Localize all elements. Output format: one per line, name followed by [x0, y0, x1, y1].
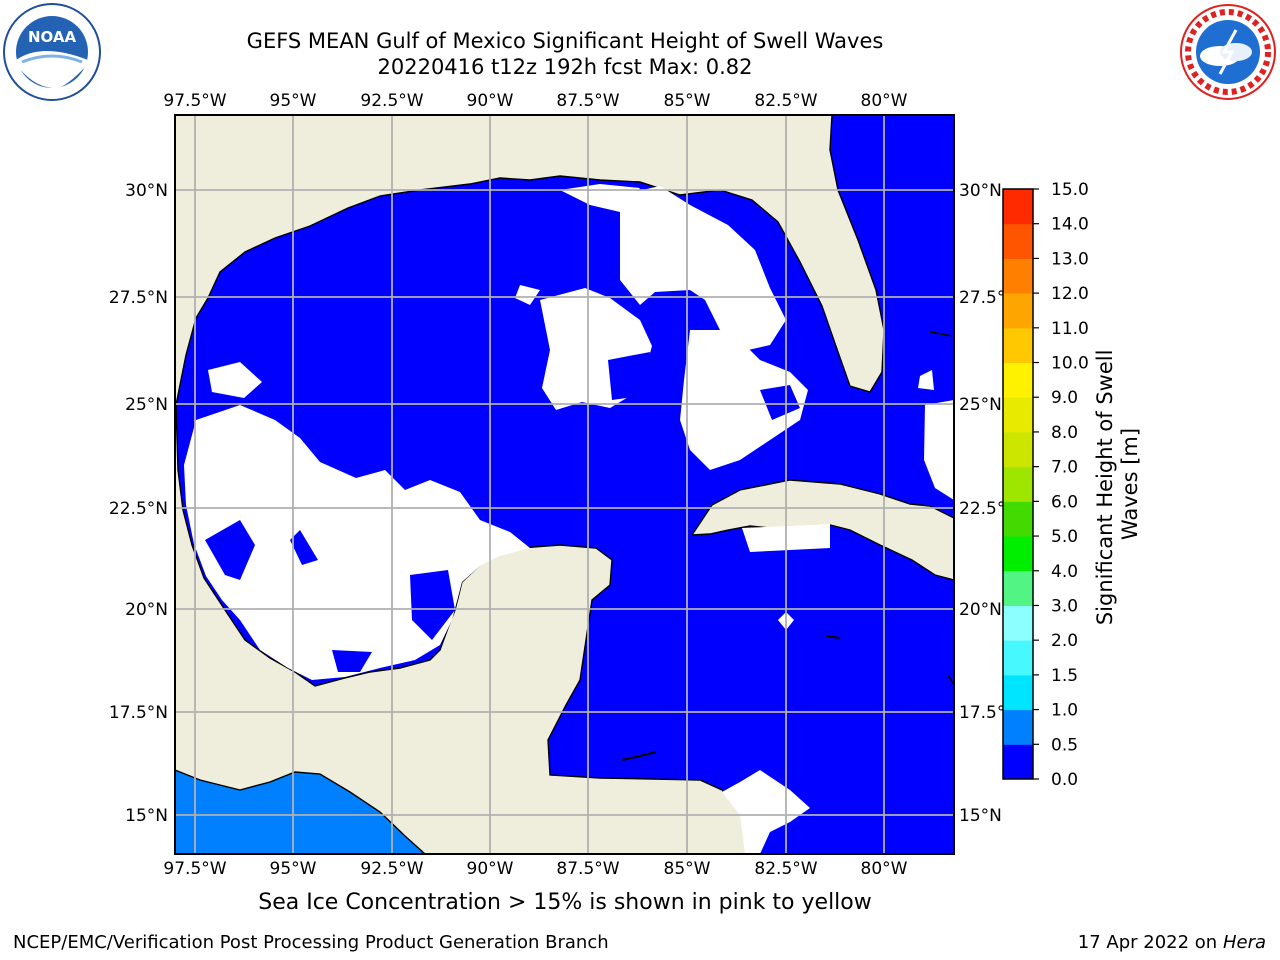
colorbar-tick-label: 5.0: [1051, 527, 1078, 547]
sea-ice-note: Sea Ice Concentration > 15% is shown in …: [258, 890, 872, 915]
colorbar-segment: [1003, 536, 1033, 572]
colorbar-segment: [1003, 189, 1033, 225]
colorbar-tick-label: 0.0: [1051, 770, 1078, 790]
lat-label-left: 27.5°N: [109, 288, 168, 308]
map-plot-area: [175, 115, 954, 854]
lat-label-left: 15°N: [125, 806, 168, 826]
lat-label-left: 25°N: [125, 395, 168, 415]
chart-subtitle: 20220416 t12z 192h fcst Max: 0.82: [377, 55, 753, 79]
map-frame: [174, 114, 955, 855]
lon-label-bottom: 85°W: [664, 859, 711, 879]
colorbar-tick-label: 3.0: [1051, 596, 1078, 616]
run-date: 17 Apr 2022 on Hera: [1078, 932, 1266, 953]
colorbar-label-line2: Waves [m]: [1118, 428, 1142, 540]
colorbar-ticks: 15.0 14.0 13.0 12.0 11.0 10.0 9.0 8.0 7.0 6.0 5.0 4…: [1033, 180, 1089, 790]
colorbar-segment: [1003, 570, 1033, 606]
colorbar-segment: [1003, 293, 1033, 329]
lat-label-right: 30°N: [959, 181, 1002, 201]
colorbar-segment: [1003, 431, 1033, 468]
lat-label-left: 30°N: [125, 181, 168, 201]
lon-label-top: 92.5°W: [360, 91, 423, 111]
colorbar-tick-label: 13.0: [1051, 249, 1089, 269]
colorbar-tick-label: 2.0: [1051, 631, 1078, 651]
colorbar-segment: [1003, 362, 1033, 398]
run-date-text: 17 Apr 2022 on: [1077, 932, 1223, 953]
lat-label-left: 20°N: [125, 600, 168, 620]
lon-label-bottom: 95°W: [270, 859, 317, 879]
lon-label-bottom: 92.5°W: [360, 859, 423, 879]
colorbar-tick-label: 7.0: [1051, 458, 1078, 478]
machine-name: Hera: [1222, 932, 1266, 953]
noaa-logo-text: NOAA: [28, 28, 77, 46]
colorbar-segment: [1003, 397, 1033, 433]
colorbar-tick-label: 12.0: [1051, 284, 1089, 304]
noaa-logo-icon: NOAA: [3, 3, 101, 101]
lon-label-bottom: 97.5°W: [163, 859, 226, 879]
lon-label-top: 97.5°W: [163, 91, 226, 111]
lon-label-top: 80°W: [861, 91, 908, 111]
colorbar-tick-label: 0.5: [1051, 735, 1078, 755]
lon-label-top: 82.5°W: [754, 91, 817, 111]
colorbar-tick-label: 8.0: [1051, 423, 1078, 443]
colorbar-label: Significant Height of Swell Waves [m]: [1093, 343, 1142, 625]
lon-label-top: 87.5°W: [556, 91, 619, 111]
lon-label-top: 90°W: [467, 91, 514, 111]
colorbar-segment: [1003, 223, 1033, 259]
lat-label-right: 20°N: [959, 600, 1002, 620]
chart-title: GEFS MEAN Gulf of Mexico Significant Hei…: [246, 29, 884, 53]
lon-label-top: 95°W: [270, 91, 317, 111]
colorbar-segment: [1003, 258, 1033, 294]
colorbar-segment: [1003, 327, 1033, 364]
lat-label-left: 17.5°N: [109, 703, 168, 723]
colorbar-frame: [1002, 188, 1034, 780]
colorbar-segment: [1003, 605, 1033, 641]
colorbar-tick-label: 4.0: [1051, 562, 1078, 582]
lon-label-bottom: 90°W: [467, 859, 514, 879]
swan-islands: [621, 751, 657, 761]
bahamas-islands: [929, 331, 953, 337]
lat-label-right: 25°N: [959, 395, 1002, 415]
colorbar-tick-label: 9.0: [1051, 388, 1078, 408]
lat-label-right: 15°N: [959, 806, 1002, 826]
colorbar-segment: [1003, 466, 1033, 502]
lon-label-bottom: 87.5°W: [556, 859, 619, 879]
gridlines: [175, 115, 954, 854]
lon-label-bottom: 82.5°W: [754, 859, 817, 879]
nws-logo-icon: [1180, 4, 1276, 100]
colorbar-label-line1: Significant Height of Swell: [1093, 350, 1117, 626]
low-swell-pockets: [205, 352, 800, 672]
colorbar-segment: [1003, 709, 1033, 745]
lon-label-bottom: 80°W: [861, 859, 908, 879]
branch-credit: NCEP/EMC/Verification Post Processing Pr…: [13, 932, 609, 953]
colorbar-segment: [1003, 640, 1033, 676]
colorbar-tick-label: 15.0: [1051, 180, 1089, 200]
lat-label-left: 22.5°N: [109, 499, 168, 519]
colorbar-tick-label: 6.0: [1051, 492, 1078, 512]
colorbar-segment: [1003, 674, 1033, 711]
colorbar-segment: [1003, 744, 1033, 780]
colorbar: [1003, 189, 1033, 780]
pacific-water: [175, 769, 427, 854]
cayman-islands: [825, 635, 841, 639]
colorbar-tick-label: 1.0: [1051, 701, 1078, 721]
lon-label-top: 85°W: [664, 91, 711, 111]
colorbar-tick-label: 11.0: [1051, 319, 1089, 339]
colorbar-tick-label: 1.5: [1051, 666, 1078, 686]
colorbar-tick-label: 14.0: [1051, 215, 1089, 235]
colorbar-segment: [1003, 501, 1033, 537]
colorbar-tick-label: 10.0: [1051, 354, 1089, 374]
cuba-land: [690, 479, 954, 581]
